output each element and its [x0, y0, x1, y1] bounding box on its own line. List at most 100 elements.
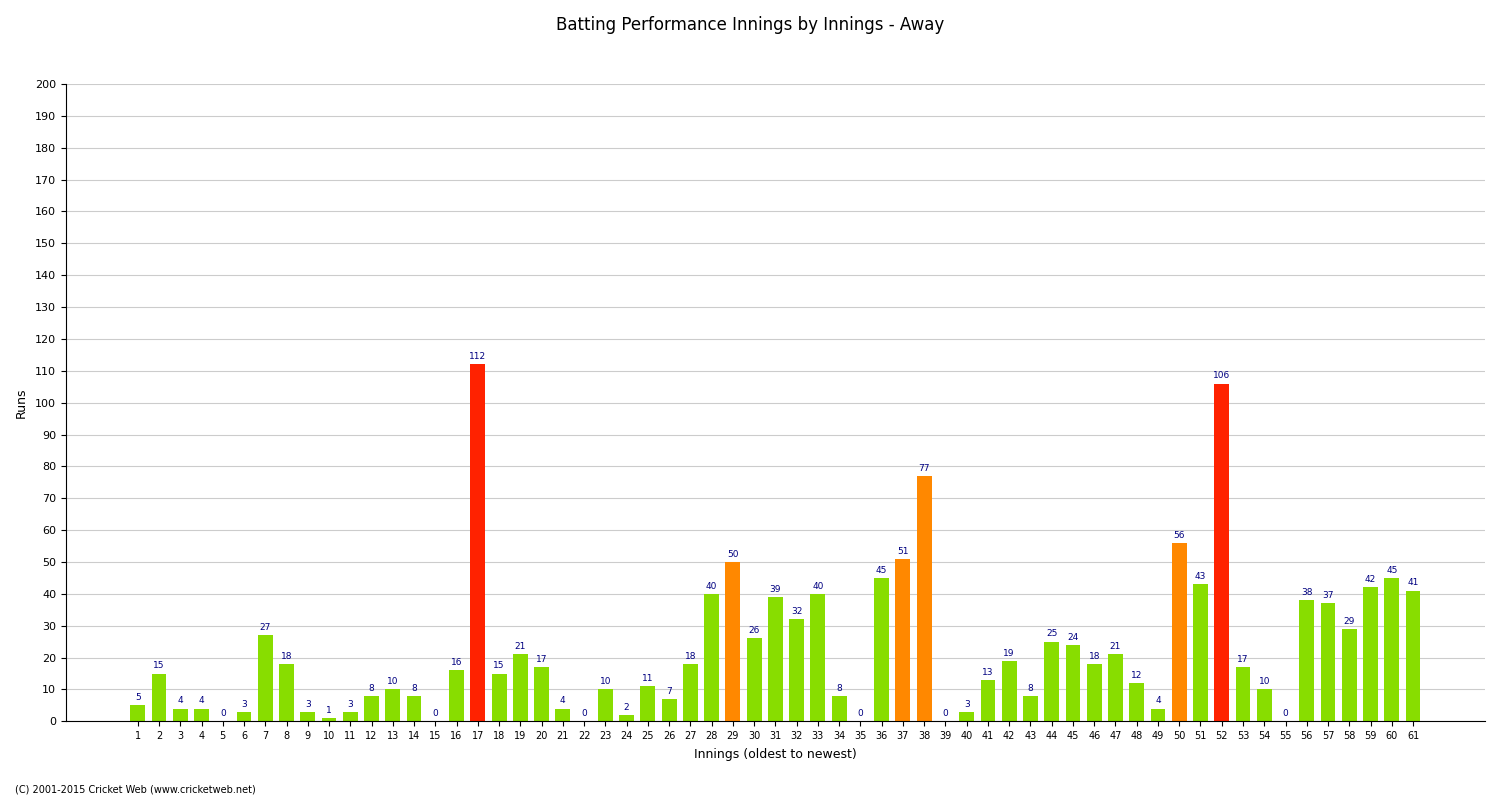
Bar [279, 664, 294, 722]
Text: 4: 4 [1155, 696, 1161, 706]
Text: 29: 29 [1344, 617, 1354, 626]
Bar [1108, 654, 1124, 722]
Text: 3: 3 [964, 699, 969, 709]
Bar [406, 696, 422, 722]
Bar [258, 635, 273, 722]
Text: 2: 2 [624, 702, 630, 712]
Bar [364, 696, 380, 722]
Bar [1299, 600, 1314, 722]
Bar [960, 712, 974, 722]
Bar [682, 664, 698, 722]
Bar [810, 594, 825, 722]
Bar [747, 638, 762, 722]
Text: 45: 45 [876, 566, 888, 574]
Bar [831, 696, 846, 722]
Text: 0: 0 [432, 709, 438, 718]
Bar [321, 718, 336, 722]
Bar [620, 715, 634, 722]
Text: 4: 4 [198, 696, 204, 706]
Text: 4: 4 [177, 696, 183, 706]
Bar [1192, 584, 1208, 722]
Bar [1364, 587, 1378, 722]
Bar [1172, 543, 1186, 722]
Text: 13: 13 [982, 668, 993, 677]
Text: 0: 0 [858, 709, 864, 718]
Text: 10: 10 [387, 678, 399, 686]
Text: 45: 45 [1386, 566, 1398, 574]
Text: 18: 18 [1089, 652, 1100, 661]
Text: 21: 21 [1110, 642, 1120, 651]
Bar [1406, 590, 1420, 722]
Text: 40: 40 [812, 582, 824, 590]
Text: 77: 77 [918, 464, 930, 473]
Text: 16: 16 [452, 658, 462, 667]
Text: 18: 18 [280, 652, 292, 661]
Bar [1065, 645, 1080, 722]
Bar [726, 562, 741, 722]
Text: 50: 50 [728, 550, 738, 559]
Text: 56: 56 [1173, 530, 1185, 540]
Bar [130, 706, 146, 722]
Text: 15: 15 [153, 662, 165, 670]
Bar [492, 674, 507, 722]
Text: 3: 3 [304, 699, 310, 709]
Text: 10: 10 [600, 678, 610, 686]
Bar [1130, 683, 1144, 722]
Text: 3: 3 [242, 699, 248, 709]
Bar [789, 619, 804, 722]
Text: 37: 37 [1323, 591, 1334, 600]
Bar [344, 712, 357, 722]
Text: 17: 17 [1238, 655, 1250, 664]
Text: 38: 38 [1300, 588, 1312, 597]
Text: 51: 51 [897, 546, 909, 556]
Bar [1215, 383, 1228, 722]
Text: (C) 2001-2015 Cricket Web (www.cricketweb.net): (C) 2001-2015 Cricket Web (www.cricketwe… [15, 784, 255, 794]
Bar [1342, 629, 1356, 722]
Text: 8: 8 [411, 684, 417, 693]
Text: 39: 39 [770, 585, 782, 594]
Bar [1088, 664, 1101, 722]
Bar [704, 594, 718, 722]
Text: 27: 27 [260, 623, 272, 632]
Text: 26: 26 [748, 626, 760, 635]
Text: 0: 0 [220, 709, 225, 718]
Text: 17: 17 [536, 655, 548, 664]
Text: 112: 112 [470, 352, 486, 362]
Bar [1320, 603, 1335, 722]
Text: 0: 0 [1282, 709, 1288, 718]
Bar [768, 597, 783, 722]
Text: 10: 10 [1258, 678, 1270, 686]
Text: 25: 25 [1046, 630, 1058, 638]
Text: 8: 8 [1028, 684, 1033, 693]
Text: 8: 8 [369, 684, 375, 693]
Text: 19: 19 [1004, 649, 1016, 658]
Text: 24: 24 [1068, 633, 1078, 642]
Bar [448, 670, 464, 722]
Text: 1: 1 [326, 706, 332, 715]
Text: 12: 12 [1131, 671, 1143, 680]
Bar [896, 559, 910, 722]
Bar [1257, 690, 1272, 722]
Bar [534, 667, 549, 722]
Text: 8: 8 [837, 684, 842, 693]
Text: 21: 21 [514, 642, 526, 651]
Text: 15: 15 [494, 662, 506, 670]
Bar [662, 699, 676, 722]
Text: 5: 5 [135, 694, 141, 702]
Bar [1236, 667, 1251, 722]
Bar [916, 476, 932, 722]
Bar [598, 690, 613, 722]
Text: 11: 11 [642, 674, 654, 683]
Bar [152, 674, 166, 722]
Bar [1044, 642, 1059, 722]
Text: Batting Performance Innings by Innings - Away: Batting Performance Innings by Innings -… [556, 16, 944, 34]
Text: 18: 18 [684, 652, 696, 661]
Text: 43: 43 [1196, 572, 1206, 581]
Text: 0: 0 [580, 709, 586, 718]
Bar [640, 686, 656, 722]
Text: 40: 40 [706, 582, 717, 590]
Bar [981, 680, 996, 722]
Text: 4: 4 [560, 696, 566, 706]
Text: 3: 3 [348, 699, 352, 709]
Bar [1384, 578, 1400, 722]
